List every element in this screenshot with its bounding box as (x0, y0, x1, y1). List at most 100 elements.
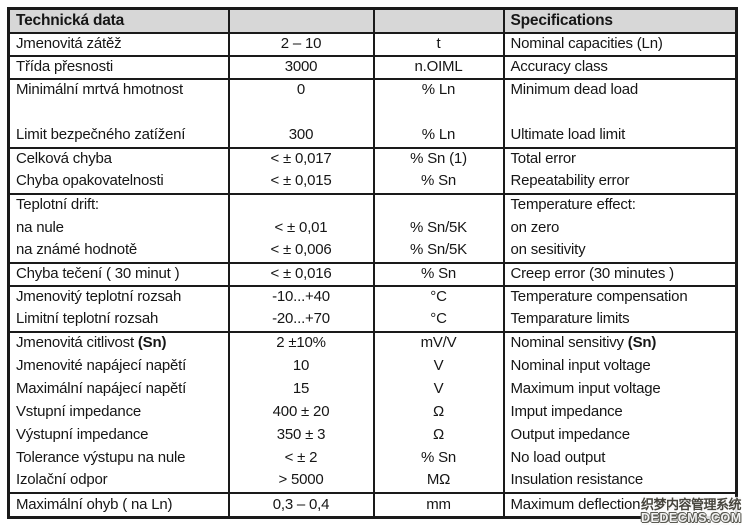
value-cell: < ± 0,015 (227, 170, 374, 194)
header-english: Specifications (502, 8, 737, 34)
czech-label-cell: Celková chyba (8, 146, 229, 171)
table-row: Tolerance výstupu na nule < ± 2% Sn No loa… (9, 446, 737, 470)
english-label-cell: Minimum dead load (502, 77, 737, 102)
value-cell: > 5000 (227, 469, 374, 493)
czech-label-cell: na nule (16, 218, 64, 236)
table-row: Jmenovité napájecí napětí 10 V Nominal inpu… (9, 354, 737, 378)
table-row: Teplotní drift: Temperature effect: (8, 192, 737, 217)
value-cell: 0 (227, 77, 374, 102)
english-label-cell: Nominal capacities (Ln) (502, 31, 737, 56)
watermark-cn-text: 织梦内容管理系统 (641, 497, 742, 513)
czech-label-cell (9, 102, 229, 125)
unit-cell: % Sn (1) (372, 146, 504, 171)
english-label-cell: Ultimate load limit (502, 124, 737, 148)
unit-cell: Ω (372, 423, 504, 447)
value-cell: 0,3 – 0,4 (227, 491, 374, 518)
value-cell: 2 ±10% (227, 330, 374, 355)
table-row: na známé hodnotě < ± 0,006% Sn/5K on sesit… (9, 239, 737, 263)
value-cell: < ± 0,017 (227, 146, 374, 171)
table-row: Minimální mrtvá hmotnost 0% Ln Minimum dea… (8, 77, 737, 102)
value-cell: 350 ± 3 (227, 423, 374, 447)
unit-cell: t (372, 31, 504, 56)
czech-label-cell: Izolační odpor (16, 471, 108, 489)
unit-cell: mV/V (372, 330, 504, 355)
table-row: Maximální ohyb ( na Ln) 0,3 – 0,4 mm Maximu… (8, 491, 737, 518)
value-cell: -10...+40 (227, 284, 374, 309)
english-label-cell: Total error (502, 146, 737, 171)
unit-cell: % Sn/5K (372, 239, 504, 263)
table-row: Limitní teplotní rozsah -20...+70 °C Tempar… (9, 308, 737, 332)
czech-label-cell: Jmenovitá zátěž (8, 31, 229, 56)
english-label-cell: Output impedance (502, 423, 737, 447)
value-cell: 3000 (227, 54, 374, 79)
czech-label-cell: Teplotní drift: (8, 192, 229, 217)
czech-label-cell: Limit bezpečného zatížení (16, 126, 186, 144)
table-row: Jmenovitý teplotní rozsah -10...+40 °C Temp… (8, 284, 737, 309)
table-row: Maximální napájecí napětí 15 V Maximum inpu… (9, 377, 737, 401)
table-row: Chyba tečení ( 30 minut ) < ± 0,016% Sn Cr… (8, 261, 737, 286)
czech-label-cell: Vstupní impedance (16, 402, 142, 420)
czech-label-cell: Chyba opakovatelnosti (16, 172, 164, 190)
unit-cell: MΩ (372, 469, 504, 493)
spec-table: Technická data Specifications Jmenovitá … (7, 7, 738, 519)
table-row: Výstupní impedance 350 ± 3 Ω Output impedan… (9, 423, 737, 447)
table-row: Limit bezpečného zatížení 300% Ln Ultimate… (9, 124, 737, 148)
unit-cell: Ω (372, 400, 504, 424)
value-cell: < ± 0,01 (227, 216, 374, 240)
watermark-domain-text: DEDECMS.COM (641, 510, 742, 525)
unit-cell: mm (372, 491, 504, 518)
english-label-cell: Insulation resistance (502, 469, 737, 493)
english-label-cell (502, 101, 737, 125)
table-row: Chyba opakovatelnosti < ± 0,015% Sn Repeat… (9, 170, 737, 194)
table-row: Jmenovitá citlivost (Sn) 2 ±10% mV/V Nomina… (8, 330, 737, 355)
value-cell: -20...+70 (227, 308, 374, 332)
czech-label-cell: Limitní teplotní rozsah (16, 310, 159, 328)
value-cell: 15 (227, 377, 374, 401)
value-cell: < ± 0,006 (227, 239, 374, 263)
english-label-cell: Creep error (30 minutes ) (502, 261, 737, 286)
unit-cell: °C (372, 308, 504, 332)
unit-cell (372, 192, 504, 217)
english-label-cell: Nominal sensitivy (Sn) (502, 330, 737, 355)
english-label-cell: on zero (502, 216, 737, 240)
czech-label-cell: Minimální mrtvá hmotnost (8, 77, 229, 102)
table-row (9, 101, 737, 125)
table-row: Vstupní impedance 400 ± 20 Ω Imput impedanc… (9, 400, 737, 424)
unit-cell: V (372, 354, 504, 378)
unit-cell: V (372, 377, 504, 401)
czech-label-cell: Jmenovité napájecí napětí (16, 356, 187, 374)
value-cell: 10 (227, 354, 374, 378)
table-header-row: Technická data Specifications (8, 8, 737, 34)
value-cell: 300 (227, 124, 374, 148)
english-label-cell: Repeatability error (502, 170, 737, 194)
unit-cell: % Sn/5K (372, 216, 504, 240)
header-value-cell (227, 8, 374, 34)
unit-cell: % Sn (372, 170, 504, 194)
unit-cell: % Sn (372, 446, 504, 470)
czech-label-cell: Třída přesnosti (8, 54, 229, 79)
value-cell (227, 101, 374, 125)
spec-table-body: Jmenovitá zátěž 2 – 10 t Nominal capacities… (8, 31, 737, 518)
unit-cell: n.OIML (372, 54, 504, 79)
english-label-cell: Maximum input voltage (502, 377, 737, 401)
value-cell (227, 192, 374, 217)
unit-cell: % Ln (372, 124, 504, 148)
english-label-cell: Temparature limits (502, 308, 737, 332)
english-label-cell: Accuracy class (502, 54, 737, 79)
english-label-cell: No load output (502, 446, 737, 470)
unit-cell: % Ln (372, 77, 504, 102)
czech-label-cell: Chyba tečení ( 30 minut ) (8, 261, 229, 286)
czech-label-cell: Maximální napájecí napětí (16, 379, 187, 397)
table-row: Třída přesnosti 3000 n.OIML Accuracy class (8, 54, 737, 79)
unit-cell (372, 101, 504, 125)
czech-label-cell: Maximální ohyb ( na Ln) (8, 491, 229, 518)
table-row: Celková chyba < ± 0,017% Sn (1) Total erro… (8, 146, 737, 171)
header-czech: Technická data (8, 8, 229, 34)
table-row: na nule < ± 0,01% Sn/5K on zero (9, 216, 737, 240)
value-cell: 2 – 10 (227, 31, 374, 56)
english-label-cell: on sesitivity (502, 239, 737, 263)
header-unit-cell (372, 8, 504, 34)
value-cell: < ± 0,016 (227, 261, 374, 286)
table-row: Jmenovitá zátěž 2 – 10 t Nominal capacities… (8, 31, 737, 56)
